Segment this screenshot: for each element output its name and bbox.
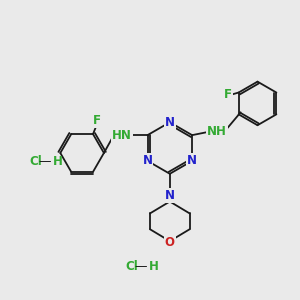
Text: —: —	[39, 155, 51, 168]
Text: Cl: Cl	[125, 260, 138, 273]
Text: F: F	[93, 114, 101, 127]
Text: N: N	[165, 189, 175, 202]
Text: H: H	[53, 155, 63, 168]
Text: Cl: Cl	[29, 155, 42, 168]
Text: N: N	[187, 154, 197, 167]
Text: NH: NH	[207, 125, 227, 138]
Text: HN: HN	[112, 129, 132, 142]
Text: N: N	[165, 116, 175, 129]
Text: O: O	[165, 236, 175, 249]
Text: N: N	[142, 154, 152, 167]
Text: —: —	[135, 260, 147, 273]
Text: H: H	[149, 260, 159, 273]
Text: F: F	[224, 88, 232, 101]
